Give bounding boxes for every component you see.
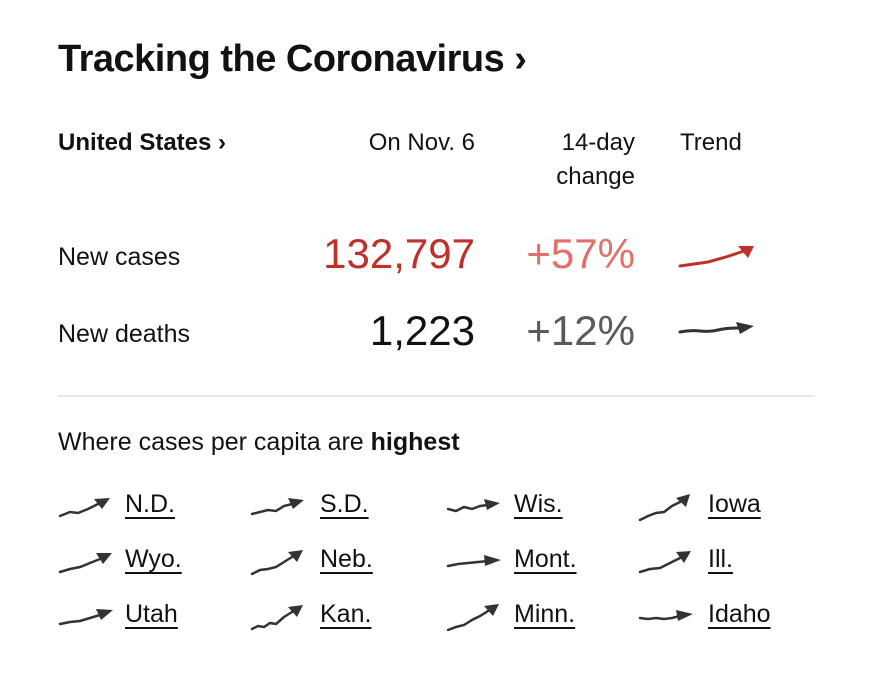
column-header-change-line2: change	[556, 163, 635, 190]
trend-arrow-icon	[58, 553, 112, 574]
trend-arrow-icon	[678, 246, 754, 268]
column-header-trend: Trend	[680, 129, 742, 156]
country-link[interactable]: United States ›	[58, 129, 227, 156]
column-header-change: 14-day change	[490, 126, 635, 194]
state-link-wyo[interactable]: Wyo.	[125, 545, 182, 573]
trend-arrow-icon	[250, 605, 303, 631]
highest-heading: Where cases per capita are highest	[58, 428, 460, 457]
row-label-new-cases: New cases	[58, 243, 181, 271]
state-link-wis[interactable]: Wis.	[514, 490, 563, 518]
highest-heading-emphasis: highest	[370, 428, 460, 456]
trend-arrow-icon	[446, 499, 500, 513]
state-link-iowa[interactable]: Iowa	[708, 490, 761, 518]
state-link-mont[interactable]: Mont.	[514, 545, 577, 573]
page-title[interactable]: Tracking the Coronavirus ›	[58, 38, 527, 80]
trend-arrow-icon	[58, 498, 110, 518]
state-link-nd[interactable]: N.D.	[125, 490, 175, 518]
new-cases-value: 132,797	[323, 230, 475, 277]
trend-arrow-icon	[446, 604, 499, 631]
trend-arrow-icon	[58, 609, 113, 626]
state-link-neb[interactable]: Neb.	[320, 545, 373, 573]
state-link-ill[interactable]: Ill.	[708, 545, 733, 573]
state-link-sd[interactable]: S.D.	[320, 490, 369, 518]
trend-arrow-icon	[638, 610, 693, 621]
state-link-kan[interactable]: Kan.	[320, 600, 372, 628]
state-link-idaho[interactable]: Idaho	[708, 600, 771, 628]
state-link-minn[interactable]: Minn.	[514, 600, 576, 628]
trend-arrow-icon	[678, 322, 754, 334]
trend-arrow-icon	[638, 494, 690, 522]
highest-heading-prefix: Where cases per capita are	[58, 428, 371, 456]
column-header-change-line1: 14-day	[561, 129, 635, 156]
new-deaths-value: 1,223	[369, 307, 475, 354]
section-divider	[58, 395, 815, 397]
column-header-date: On Nov. 6	[368, 129, 475, 156]
trend-arrow-icon	[250, 550, 303, 576]
trend-arrow-icon	[638, 551, 691, 574]
row-label-new-deaths: New deaths	[58, 320, 191, 348]
trend-arrow-icon	[446, 555, 501, 568]
trend-arrow-icon	[250, 498, 304, 516]
state-link-utah[interactable]: Utah	[125, 600, 178, 628]
new-deaths-change: +12%	[526, 307, 635, 354]
new-cases-change: +57%	[526, 230, 635, 277]
